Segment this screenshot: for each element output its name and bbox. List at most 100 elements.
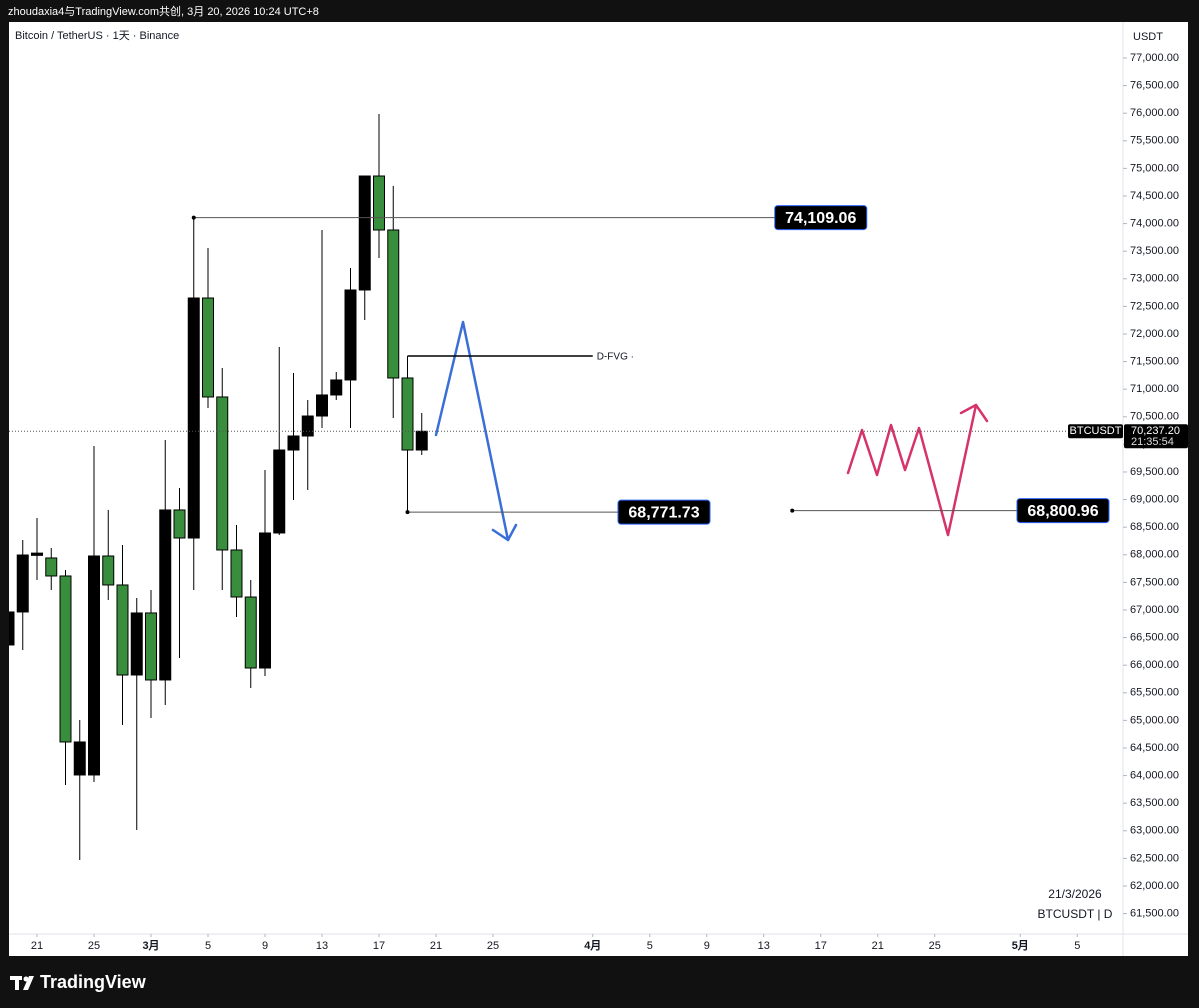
y-tick-label: 68,500.00 [1130,521,1179,533]
y-tick-label: 72,500.00 [1130,300,1179,312]
candle-body [259,532,271,669]
header-bar [0,0,1199,22]
x-tick-label: 5月 [1012,939,1029,952]
y-tick-label: 75,500.00 [1130,135,1179,147]
candle-body [230,549,243,598]
y-tick-label: 63,000.00 [1130,825,1179,837]
price-tag-value: 70,237.20 [1131,425,1180,437]
candle-body [244,596,257,669]
candle-body [102,555,115,586]
y-tick-label: 76,500.00 [1130,79,1179,91]
y-tick-label: 70,500.00 [1130,411,1179,423]
price-tag-countdown: 21:35:54 [1131,436,1174,448]
level-label: 74,109.06 [785,210,856,227]
x-tick-label: 25 [88,940,100,952]
y-tick-label: 73,500.00 [1130,245,1179,257]
plot [9,113,1123,860]
candle-body [173,509,186,539]
candle-body [401,377,414,451]
y-tick-label: 74,500.00 [1130,190,1179,202]
candle-body [373,175,385,231]
price-tag [1124,424,1188,449]
level-label-box [1016,498,1110,524]
x-tick-label: 5 [205,940,211,952]
candle-body [88,555,100,776]
candle-body [130,612,143,676]
y-tick-label: 62,000.00 [1130,880,1179,892]
candle-body [16,554,29,613]
x-tick-label: 13 [316,940,328,952]
candle-body [216,396,229,551]
candle-body [387,229,400,379]
x-tick-label: 21 [872,940,884,952]
y-tick-label: 67,500.00 [1130,576,1179,588]
level-label: 68,800.96 [1027,503,1098,520]
y-tick-label: 66,000.00 [1130,659,1179,671]
candle-body [330,379,343,396]
y-tick-label: 65,000.00 [1130,714,1179,726]
chart-area [9,22,1188,956]
date-label: 21/3/2026 [1048,887,1102,901]
footer-logo [10,976,34,990]
candle-body [316,394,328,417]
projection-arrowhead [959,403,989,423]
footer-bar [0,956,1199,1008]
x-tick-label: 25 [929,940,941,952]
header-text: zhoudaxia4与TradingView.com共创, 3月 20, 202… [8,5,319,18]
y-tick-label: 68,000.00 [1130,549,1179,561]
candle-body [31,552,43,556]
chart-title: Bitcoin / TetherUS · 1天 · Binance [15,30,179,42]
y-tick-label: 69,500.00 [1130,466,1179,478]
projection-path [434,320,510,542]
candle-body [415,430,428,451]
y-tick-label: 71,500.00 [1130,355,1179,367]
x-tick-label: 17 [373,940,385,952]
y-tick-label: 77,000.00 [1130,52,1179,64]
x-tick-label: 5 [647,940,653,952]
x-tick-label: 4月 [584,939,601,952]
level-label-box [617,499,711,525]
candle-body [9,611,15,646]
level-anchor [191,215,196,220]
logo-part [15,976,19,990]
candle-body [344,289,357,381]
y-tick-label: 72,000.00 [1130,328,1179,340]
level-anchor [790,508,795,513]
x-tick-label: 25 [487,940,499,952]
y-tick-label: 74,000.00 [1130,217,1179,229]
x-tick-label: 21 [430,940,442,952]
footer-brand: TradingView [40,972,147,992]
symbol-tag-text: BTCUSDT [1070,425,1122,437]
x-tick-label: 9 [262,940,268,952]
y-tick-label: 63,500.00 [1130,797,1179,809]
projection-arrowhead [491,523,518,542]
candle-body [202,297,214,398]
fvg-label: D-FVG · [597,352,634,363]
projection-path [846,403,978,537]
candle-body [159,509,172,681]
candle-body [73,741,86,776]
y-tick-label: 65,500.00 [1130,687,1179,699]
y-tick-label: 62,500.00 [1130,852,1179,864]
symbol-tag [1068,424,1123,439]
x-tick-label: 21 [31,940,43,952]
y-axis-label: USDT [1133,31,1163,43]
y-tick-label: 61,500.00 [1130,907,1179,919]
level-label-box [774,205,868,231]
candle-body [145,612,157,681]
candle-body [287,435,300,451]
level-anchor [405,510,410,515]
pink-projection [846,403,989,537]
x-tick-label: 17 [815,940,827,952]
y-tick-label: 66,500.00 [1130,631,1179,643]
y-tick-label: 64,500.00 [1130,742,1179,754]
candle-body [187,297,200,539]
x-tick-label: 5 [1074,940,1080,952]
y-tick-label: 76,000.00 [1130,107,1179,119]
y-tick-label: 75,000.00 [1130,162,1179,174]
x-tick-label: 9 [704,940,710,952]
logo-part [23,976,34,990]
level-label: 68,771.73 [628,504,699,521]
